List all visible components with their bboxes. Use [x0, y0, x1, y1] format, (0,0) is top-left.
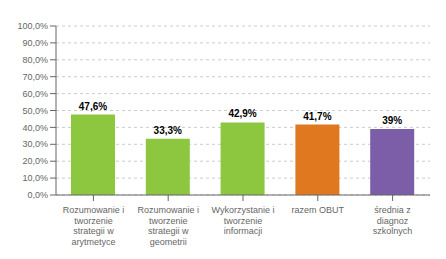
svg-text:średnia zdiagnozszkolnych: średnia zdiagnozszkolnych: [373, 205, 413, 236]
svg-text:39%: 39%: [382, 115, 402, 126]
svg-text:70,0%: 70,0%: [22, 72, 48, 82]
svg-text:30,0%: 30,0%: [22, 139, 48, 149]
svg-text:Rozumowanie itworzeniestrategi: Rozumowanie itworzeniestrategii wgeometr…: [137, 205, 199, 247]
svg-text:Wykorzystanie itworzenieinform: Wykorzystanie itworzenieinformacji: [212, 205, 275, 236]
svg-text:100,0%: 100,0%: [17, 21, 48, 31]
svg-text:80,0%: 80,0%: [22, 55, 48, 65]
svg-text:0,0%: 0,0%: [27, 190, 48, 200]
svg-text:40,0%: 40,0%: [22, 123, 48, 133]
svg-text:20,0%: 20,0%: [22, 156, 48, 166]
svg-text:10,0%: 10,0%: [22, 173, 48, 183]
svg-text:50,0%: 50,0%: [22, 106, 48, 116]
svg-text:42,9%: 42,9%: [228, 108, 256, 119]
svg-text:41,7%: 41,7%: [303, 111, 331, 122]
svg-text:razem OBUT: razem OBUT: [292, 205, 345, 215]
svg-text:60,0%: 60,0%: [22, 89, 48, 99]
svg-text:90,0%: 90,0%: [22, 38, 48, 48]
svg-text:Rozumowanie itworzeniestrategi: Rozumowanie itworzeniestrategii warytmet…: [63, 205, 125, 247]
svg-text:47,6%: 47,6%: [79, 101, 107, 112]
svg-text:33,3%: 33,3%: [154, 125, 182, 136]
